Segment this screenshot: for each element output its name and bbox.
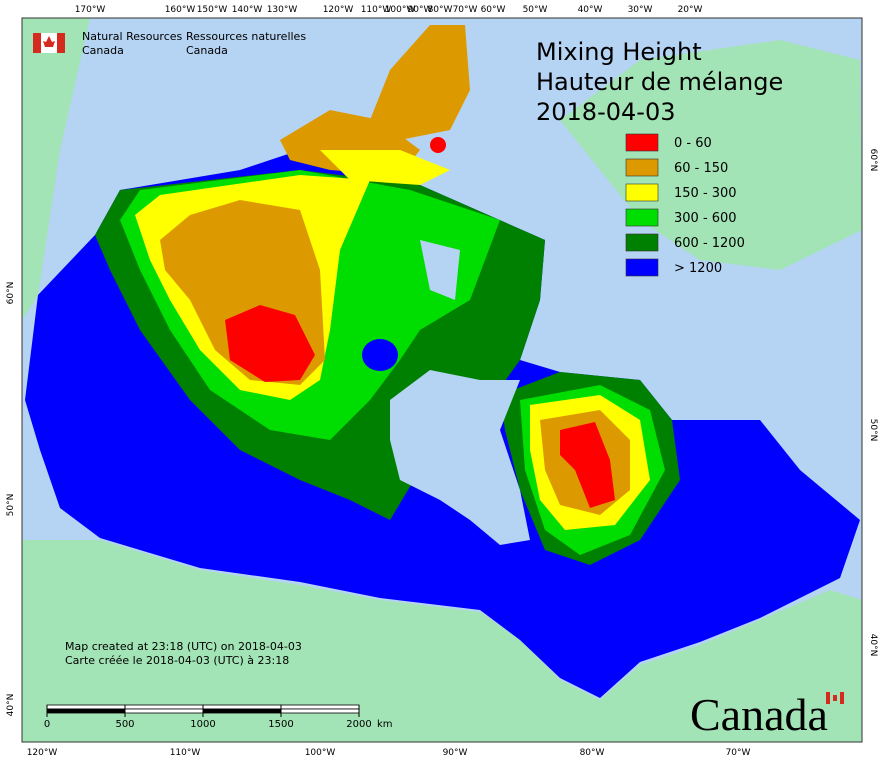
latitude-label: 60°N [6, 282, 16, 305]
longitude-label: 60°W [481, 5, 506, 15]
legend-label: 0 - 60 [674, 136, 712, 151]
scale-segment [124, 704, 204, 710]
agency-name: Canada [82, 44, 124, 57]
scale-label: 1500 [268, 719, 293, 730]
longitude-label: 100°W [305, 748, 336, 758]
latitude-label: 40°N [6, 694, 16, 717]
fip-logo [33, 33, 65, 53]
longitude-label: 140°W [232, 5, 263, 15]
zone-1200-plus [362, 339, 398, 371]
foxe-basin [420, 240, 460, 300]
arctic-hotspot [430, 137, 446, 153]
scale-segment [124, 708, 204, 714]
latitude-label: 50°N [6, 494, 16, 517]
longitude-label: 110°W [361, 5, 392, 15]
scale-bar: 0 500 1000 1500 2000 km [44, 704, 393, 730]
legend-label: 150 - 300 [674, 186, 737, 201]
flag-bar [57, 33, 65, 53]
agency-name: Ressources naturelles [186, 30, 306, 43]
arctic-island [370, 25, 470, 140]
legend-swatch [625, 183, 659, 202]
zone-0-60 [560, 422, 615, 508]
longitude-label: 100°W [385, 5, 416, 15]
arctic-island [320, 150, 450, 185]
longitude-label: 120°W [27, 748, 58, 758]
legend-swatch [625, 258, 659, 277]
scale-segment [280, 704, 360, 710]
wordmark: Canada [690, 689, 828, 740]
legend-label: > 1200 [674, 261, 722, 276]
latitude-label: 50°N [868, 419, 878, 442]
longitude-label: 30°W [628, 5, 653, 15]
scale-segment [280, 708, 360, 714]
longitude-label: 120°W [323, 5, 354, 15]
legend-swatch [625, 133, 659, 152]
note: Map created at 23:18 (UTC) on 2018-04-03 [65, 640, 302, 653]
scale-segment [202, 708, 282, 714]
agency-name: Canada [186, 44, 228, 57]
longitude-label: 80°W [580, 748, 605, 758]
note: Carte créée le 2018-04-03 (UTC) à 23:18 [65, 654, 289, 667]
scale-label: 0 [44, 719, 50, 730]
latitude-label: 60°N [868, 149, 878, 172]
longitude-label: 170°W [75, 5, 106, 15]
longitude-label: 40°W [578, 5, 603, 15]
scale-unit: km [377, 719, 393, 730]
maple-leaf [833, 695, 837, 701]
scale-segment [202, 704, 282, 710]
longitude-label: 80°W [428, 5, 453, 15]
flag-bar [826, 692, 830, 704]
longitude-label: 70°W [726, 748, 751, 758]
legend-label: 600 - 1200 [674, 236, 745, 251]
longitude-label: 90°W [443, 748, 468, 758]
alaska [22, 18, 90, 320]
title: Hauteur de mélange [536, 68, 783, 96]
legend-swatch [625, 158, 659, 177]
map-frame [21, 17, 863, 743]
latitude-label: 40°N [868, 634, 878, 657]
canada-wordmark: Canada [690, 689, 844, 740]
longitude-label: 160°W [165, 5, 196, 15]
longitude-label: 110°W [170, 748, 201, 758]
flag-bar [840, 692, 844, 704]
scale-label: 1000 [190, 719, 215, 730]
longitude-label: 20°W [678, 5, 703, 15]
scale-label: 2000 [346, 719, 371, 730]
graticule-labels: 170°W 160°W 150°W 140°W 130°W 120°W 110°W100°W… [6, 5, 878, 758]
agency-name: Natural Resources [82, 30, 183, 43]
legend-label: 300 - 600 [674, 211, 737, 226]
longitude-label: 50°W [523, 5, 548, 15]
flag-bar [33, 33, 41, 53]
zone-0-60 [225, 305, 315, 382]
longitude-label: 150°W [197, 5, 228, 15]
hudson-bay [390, 370, 530, 545]
scale-segment [46, 708, 126, 714]
united-states [22, 540, 862, 742]
legend-swatch [625, 233, 659, 252]
scale-label: 500 [115, 719, 134, 730]
longitude-label: 130°W [267, 5, 298, 15]
legend-swatch [625, 208, 659, 227]
date: 2018-04-03 [536, 98, 675, 126]
title: Mixing Height [536, 38, 702, 66]
longitude-label: 70°W [453, 5, 478, 15]
scale-segment [46, 704, 126, 710]
legend-label: 60 - 150 [674, 161, 728, 176]
maple-leaf [43, 36, 55, 47]
longitude-label: 90°W [408, 5, 433, 15]
legend: 0 - 60 60 - 150 150 - 300 300 - 600 600 - 12… [625, 133, 745, 277]
